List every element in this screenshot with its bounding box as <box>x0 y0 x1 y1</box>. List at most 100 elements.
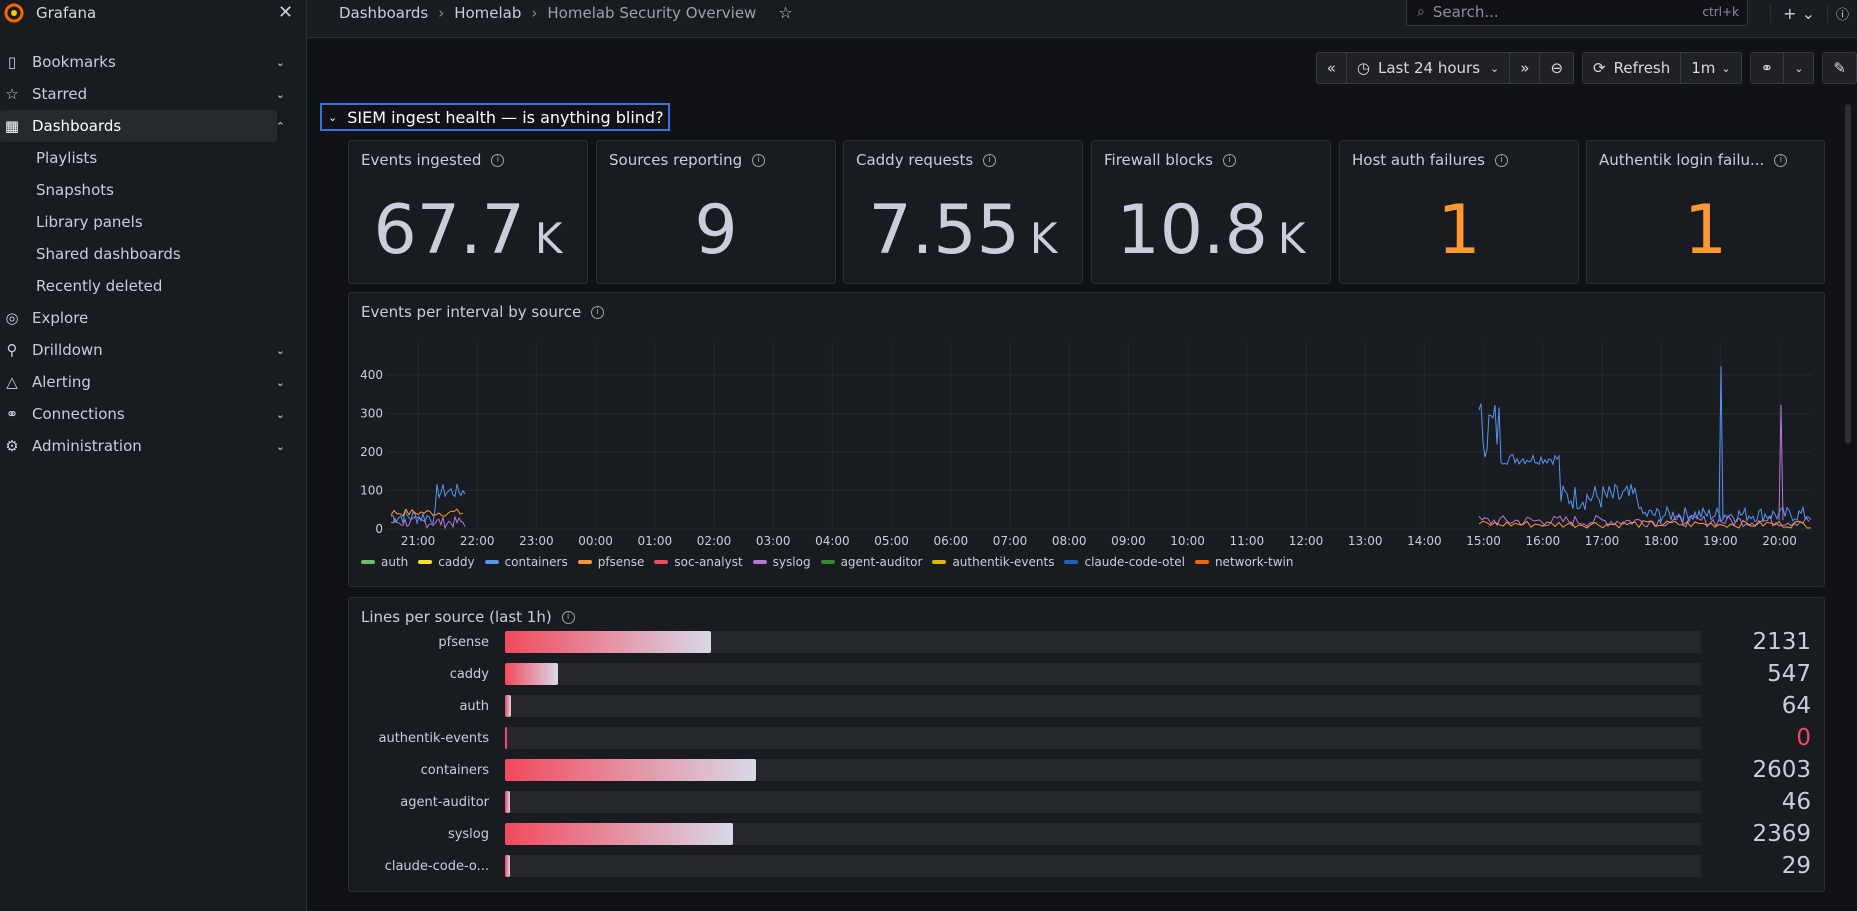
edit-pencil-icon[interactable]: ✎ <box>1833 59 1846 77</box>
x-tick-label: 08:00 <box>1052 534 1087 548</box>
bar-track <box>505 663 1701 685</box>
legend-item[interactable]: claude-code-otel <box>1064 555 1185 569</box>
refresh-interval-picker[interactable]: 1m ⌄ <box>1681 53 1740 83</box>
bar-value: 547 <box>1767 661 1811 687</box>
info-icon[interactable]: i <box>983 153 997 167</box>
gear-icon: ⚙ <box>5 437 19 455</box>
timeseries-panel[interactable]: Events per interval by source i 400 300 20… <box>348 292 1825 587</box>
stat-panel[interactable]: Authentik login failu... i 1 <box>1586 140 1825 284</box>
time-shift-back-button[interactable]: « <box>1317 53 1347 83</box>
refresh-button[interactable]: ⟳ Refresh <box>1583 53 1682 83</box>
x-tick-label: 19:00 <box>1703 534 1738 548</box>
sidebar-item-label: Drilldown <box>32 341 103 359</box>
stat-value-number: 1 <box>1437 191 1481 270</box>
close-icon[interactable]: ✕ <box>278 2 294 23</box>
bar-fill <box>505 695 512 717</box>
x-tick-label: 04:00 <box>815 534 850 548</box>
legend-item[interactable]: agent-auditor <box>820 555 922 569</box>
info-icon[interactable]: i <box>561 610 575 624</box>
sidebar-item-playlists[interactable]: Playlists <box>0 142 307 174</box>
stat-panel-title: Authentik login failu... i <box>1599 151 1788 169</box>
bar-label: pfsense <box>438 634 489 650</box>
sidebar-item-snapshots[interactable]: Snapshots <box>0 174 307 206</box>
stat-panel-title: Sources reporting i <box>609 151 766 169</box>
chevron-down-icon[interactable]: ⌄ <box>275 375 285 389</box>
x-tick-label: 02:00 <box>697 534 732 548</box>
zoom-out-icon[interactable]: ⊖ <box>1550 59 1564 77</box>
legend-item[interactable]: auth <box>361 555 408 569</box>
sidebar-item-drilldown[interactable]: ⚲ Drilldown ⌄ <box>0 334 307 366</box>
sidebar-item-label: Library panels <box>36 213 143 231</box>
stat-value-number: 9 <box>694 191 738 270</box>
breadcrumb-current: Homelab Security Overview <box>547 3 757 22</box>
chevron-down-icon[interactable]: ⌄ <box>275 343 285 357</box>
chevron-down-icon[interactable]: ⌄ <box>275 87 285 101</box>
stat-value-unit: K <box>1029 214 1058 263</box>
time-range-picker[interactable]: ◷ Last 24 hours ⌄ <box>1347 53 1511 83</box>
chevron-down-icon[interactable]: ⌄ <box>275 55 285 69</box>
stat-panel[interactable]: Firewall blocks i 10.8 K <box>1091 140 1331 284</box>
info-icon[interactable]: i <box>1774 153 1788 167</box>
legend-swatch <box>1194 560 1209 564</box>
sidebar-item-administration[interactable]: ⚙ Administration ⌄ <box>0 430 307 462</box>
chevron-up-icon[interactable]: ⌃ <box>275 119 285 133</box>
x-tick-label: 22:00 <box>460 534 495 548</box>
legend-label: soc-analyst <box>674 555 743 569</box>
series-line-pfsense <box>1478 519 1812 529</box>
stat-panel[interactable]: Events ingested i 67.7 K <box>348 140 588 284</box>
bar-label: syslog <box>447 826 489 842</box>
sidebar-item-explore[interactable]: ◎ Explore <box>0 302 307 334</box>
legend-item[interactable]: containers <box>484 555 568 569</box>
dashboard-scrollbar[interactable] <box>1845 104 1851 444</box>
breadcrumb-dashboards[interactable]: Dashboards <box>339 3 429 22</box>
x-tick-label: 11:00 <box>1230 534 1265 548</box>
timeseries-chart: 400 300 200 100 0 21:00 22:00 23:00 00:00 01:00 02… <box>360 343 1812 548</box>
help-icon[interactable]: ⓘ <box>1826 3 1857 23</box>
stat-panel[interactable]: Host auth failures i 1 <box>1339 140 1579 284</box>
legend-swatch <box>418 560 433 564</box>
chevron-down-icon[interactable]: ⌄ <box>275 407 285 421</box>
legend-item[interactable]: syslog <box>752 555 811 569</box>
sidebar-item-dashboards[interactable]: ▦ Dashboards ⌃ <box>0 110 285 142</box>
sidebar-item-alerting[interactable]: △ Alerting ⌄ <box>0 366 307 398</box>
info-icon[interactable]: i <box>591 305 605 319</box>
legend-item[interactable]: network-twin <box>1194 555 1293 569</box>
legend-item[interactable]: soc-analyst <box>654 555 743 569</box>
stat-panel[interactable]: Sources reporting i 9 <box>596 140 836 284</box>
sidebar-item-bookmarks[interactable]: ▯ Bookmarks ⌄ <box>0 46 307 78</box>
series-line-syslog <box>390 516 466 530</box>
sidebar-item-label: Alerting <box>32 373 91 391</box>
sidebar-item-shared-dashboards[interactable]: Shared dashboards <box>0 238 307 270</box>
info-icon[interactable]: i <box>752 153 766 167</box>
bar-track <box>505 631 1701 653</box>
row-title-siem-ingest-health[interactable]: ⌄ SIEM ingest health — is anything blind… <box>320 103 670 131</box>
legend-item[interactable]: caddy <box>418 555 475 569</box>
search-input[interactable]: ⌕ Search... ctrl+k <box>1406 0 1748 26</box>
legend-label: auth <box>381 555 409 569</box>
breadcrumb-homelab[interactable]: Homelab <box>454 3 522 22</box>
info-icon[interactable]: i <box>1494 153 1508 167</box>
share-menu-chevron-icon[interactable]: ⌄ <box>1794 61 1804 75</box>
bar-row: claude-code-o... 29 <box>349 853 1814 879</box>
grafana-logo-icon[interactable] <box>4 3 24 23</box>
stat-value-number: 1 <box>1683 191 1728 270</box>
info-icon[interactable]: i <box>491 153 505 167</box>
share-icon[interactable]: ⚭ <box>1751 53 1785 83</box>
add-menu-button[interactable]: + ⌄ <box>1770 3 1827 23</box>
series-line-pfsense <box>390 508 464 517</box>
y-tick-label: 200 <box>360 445 383 459</box>
sidebar-item-connections[interactable]: ⚭ Connections ⌄ <box>0 398 307 430</box>
sidebar-item-recently-deleted[interactable]: Recently deleted <box>0 270 307 302</box>
info-icon[interactable]: i <box>1222 153 1236 167</box>
star-icon[interactable]: ☆ <box>778 3 793 22</box>
time-shift-forward-button[interactable]: » <box>1510 53 1541 83</box>
sidebar-item-starred[interactable]: ☆ Starred ⌄ <box>0 78 307 110</box>
bar-fill <box>505 663 558 685</box>
x-tick-label: 16:00 <box>1526 534 1561 548</box>
legend-item[interactable]: pfsense <box>577 555 644 569</box>
sidebar-item-library-panels[interactable]: Library panels <box>0 206 307 238</box>
stat-panel[interactable]: Caddy requests i 7.55 K <box>843 140 1083 284</box>
sidebar-header: Grafana ✕ <box>0 0 306 26</box>
chevron-down-icon[interactable]: ⌄ <box>275 439 285 453</box>
legend-item[interactable]: authentik-events <box>932 555 1054 569</box>
